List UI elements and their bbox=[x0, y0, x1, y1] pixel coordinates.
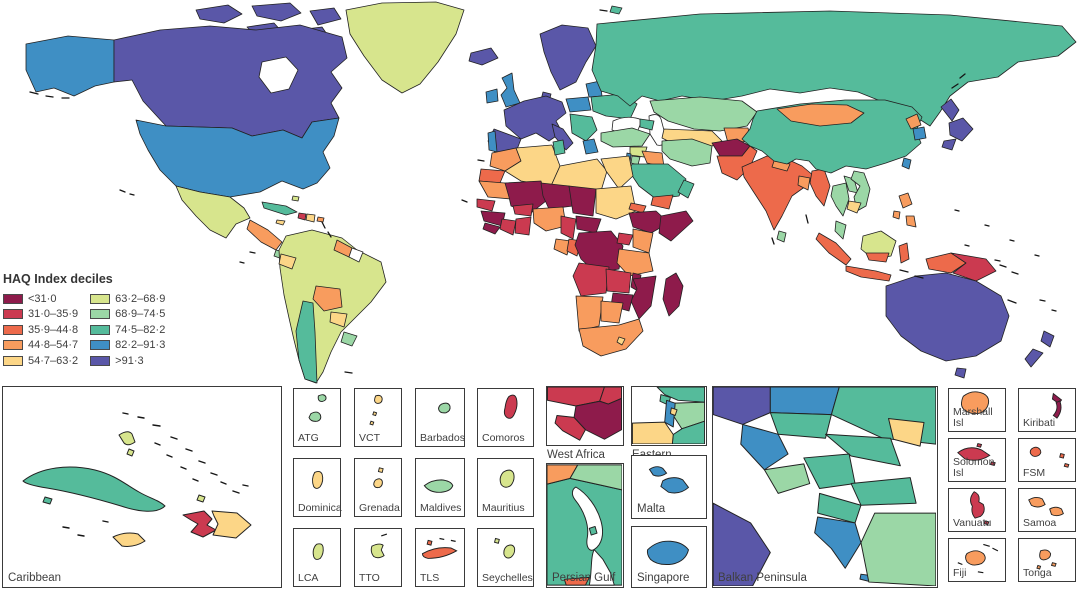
inset-lca: LCA bbox=[293, 528, 341, 587]
inset-singapore: Singapore bbox=[631, 526, 707, 588]
inset-vanuatu: Vanuatu bbox=[948, 488, 1006, 532]
country-saudi-arabia bbox=[628, 163, 687, 200]
inset-dominica: Dominica bbox=[293, 458, 342, 517]
legend-grid: <31·0 31·0–35·9 35·9–44·8 44·8–54·7 54·7… bbox=[3, 291, 165, 369]
legend-item: 54·7–63·2 bbox=[3, 353, 78, 369]
decile-1-swatch bbox=[3, 293, 23, 304]
country-dominican-republic bbox=[211, 510, 252, 539]
inset-balkan-label: Balkan Peninsula bbox=[718, 572, 807, 584]
legend-item: 68·9–74·5 bbox=[90, 307, 165, 323]
inset-persian-gulf: Persian Gulf bbox=[546, 463, 624, 588]
inset-solomon: Solomon Isl bbox=[948, 438, 1006, 482]
inset-marshall: Marshall Isl bbox=[948, 388, 1006, 432]
country-madagascar bbox=[662, 272, 684, 317]
country-china bbox=[741, 99, 923, 174]
small-island-specks bbox=[29, 9, 1057, 374]
decile-2-swatch bbox=[3, 309, 23, 320]
country-bolivia bbox=[312, 285, 343, 312]
world-map bbox=[25, 1, 1077, 384]
legend: HAQ Index deciles <31·0 31·0–35·9 35·9–4… bbox=[3, 272, 165, 369]
inset-west-africa bbox=[546, 386, 624, 446]
korea-japan bbox=[901, 98, 974, 170]
caribbean-islands bbox=[261, 195, 325, 226]
country-iran bbox=[661, 138, 713, 167]
decile-10-swatch bbox=[90, 355, 111, 366]
country-jamaica bbox=[112, 532, 146, 547]
inset-samoa: Samoa bbox=[1018, 488, 1076, 532]
inset-eastern-mediterranean bbox=[631, 386, 707, 446]
inset-seychelles: Seychelles bbox=[477, 528, 534, 587]
inset-kiribati: Kiribati bbox=[1018, 388, 1076, 432]
legend-item: 63·2–68·9 bbox=[90, 291, 165, 307]
country-cuba bbox=[22, 466, 166, 512]
country-australia bbox=[885, 272, 1010, 362]
inset-singapore-label: Singapore bbox=[637, 572, 690, 584]
country-greenland bbox=[345, 1, 465, 94]
country-paraguay bbox=[329, 311, 348, 328]
country-pakistan bbox=[716, 145, 758, 181]
country-mexico bbox=[175, 185, 251, 239]
decile-5-swatch bbox=[3, 355, 23, 366]
africa-countries bbox=[476, 139, 694, 357]
decile-8-swatch bbox=[90, 324, 111, 335]
southeast-asia-countries bbox=[815, 170, 997, 282]
country-turkey bbox=[600, 127, 651, 148]
country-usa bbox=[135, 117, 340, 198]
inset-fsm: FSM bbox=[1018, 438, 1076, 482]
inset-tto: TTO bbox=[354, 528, 402, 587]
inset-malta-label: Malta bbox=[637, 503, 666, 515]
legend-item: 35·9–44·8 bbox=[3, 322, 78, 338]
country-myanmar bbox=[809, 168, 831, 207]
asia-countries bbox=[600, 96, 831, 243]
inset-west-africa-label: West Africa bbox=[547, 449, 605, 461]
inset-persian-gulf-label: Persian Gulf bbox=[552, 572, 616, 584]
inset-caribbean: Caribbean bbox=[2, 386, 282, 588]
decile-6-swatch bbox=[90, 293, 111, 304]
inset-fiji: Fiji bbox=[948, 538, 1006, 582]
inset-maldives: Maldives bbox=[415, 458, 465, 517]
legend-title: HAQ Index deciles bbox=[3, 272, 113, 286]
inset-malta: Malta bbox=[631, 455, 707, 519]
legend-item: 74·5–82·2 bbox=[90, 322, 165, 338]
inset-barbados: Barbados bbox=[415, 388, 465, 447]
inset-tonga: Tonga bbox=[1018, 538, 1076, 582]
hudson-bay bbox=[258, 56, 299, 94]
tasmania bbox=[954, 367, 967, 379]
legend-item: 31·0–35·9 bbox=[3, 307, 78, 323]
decile-9-swatch bbox=[90, 340, 111, 351]
decile-7-swatch bbox=[90, 309, 111, 320]
country-chile bbox=[295, 300, 318, 384]
french-guiana-no-data bbox=[348, 247, 364, 263]
inset-caribbean-label: Caribbean bbox=[8, 572, 62, 584]
legend-item: 82·2–91·3 bbox=[90, 338, 165, 354]
legend-item: <31·0 bbox=[3, 291, 78, 307]
inset-grenada: Grenada bbox=[354, 458, 402, 517]
inset-vct: VCT bbox=[354, 388, 402, 447]
inset-comoros: Comoros bbox=[477, 388, 534, 447]
legend-item: >91·3 bbox=[90, 353, 165, 369]
country-kazakhstan bbox=[649, 96, 758, 132]
inset-mauritius: Mauritius bbox=[477, 458, 534, 517]
country-new-zealand bbox=[1024, 330, 1055, 368]
country-uruguay bbox=[340, 331, 358, 347]
decile-3-swatch bbox=[3, 324, 23, 335]
legend-item: 44·8–54·7 bbox=[3, 338, 78, 354]
state-alaska bbox=[25, 35, 115, 97]
country-canada bbox=[113, 24, 348, 139]
inset-tls: TLS bbox=[415, 528, 465, 587]
country-haiti bbox=[182, 510, 217, 538]
decile-4-swatch bbox=[3, 340, 23, 351]
country-ecuador bbox=[278, 253, 297, 270]
country-mongolia bbox=[776, 103, 865, 127]
inset-balkan: Balkan Peninsula bbox=[712, 386, 938, 588]
inset-atg: ATG bbox=[293, 388, 341, 447]
europe-countries bbox=[468, 5, 638, 155]
